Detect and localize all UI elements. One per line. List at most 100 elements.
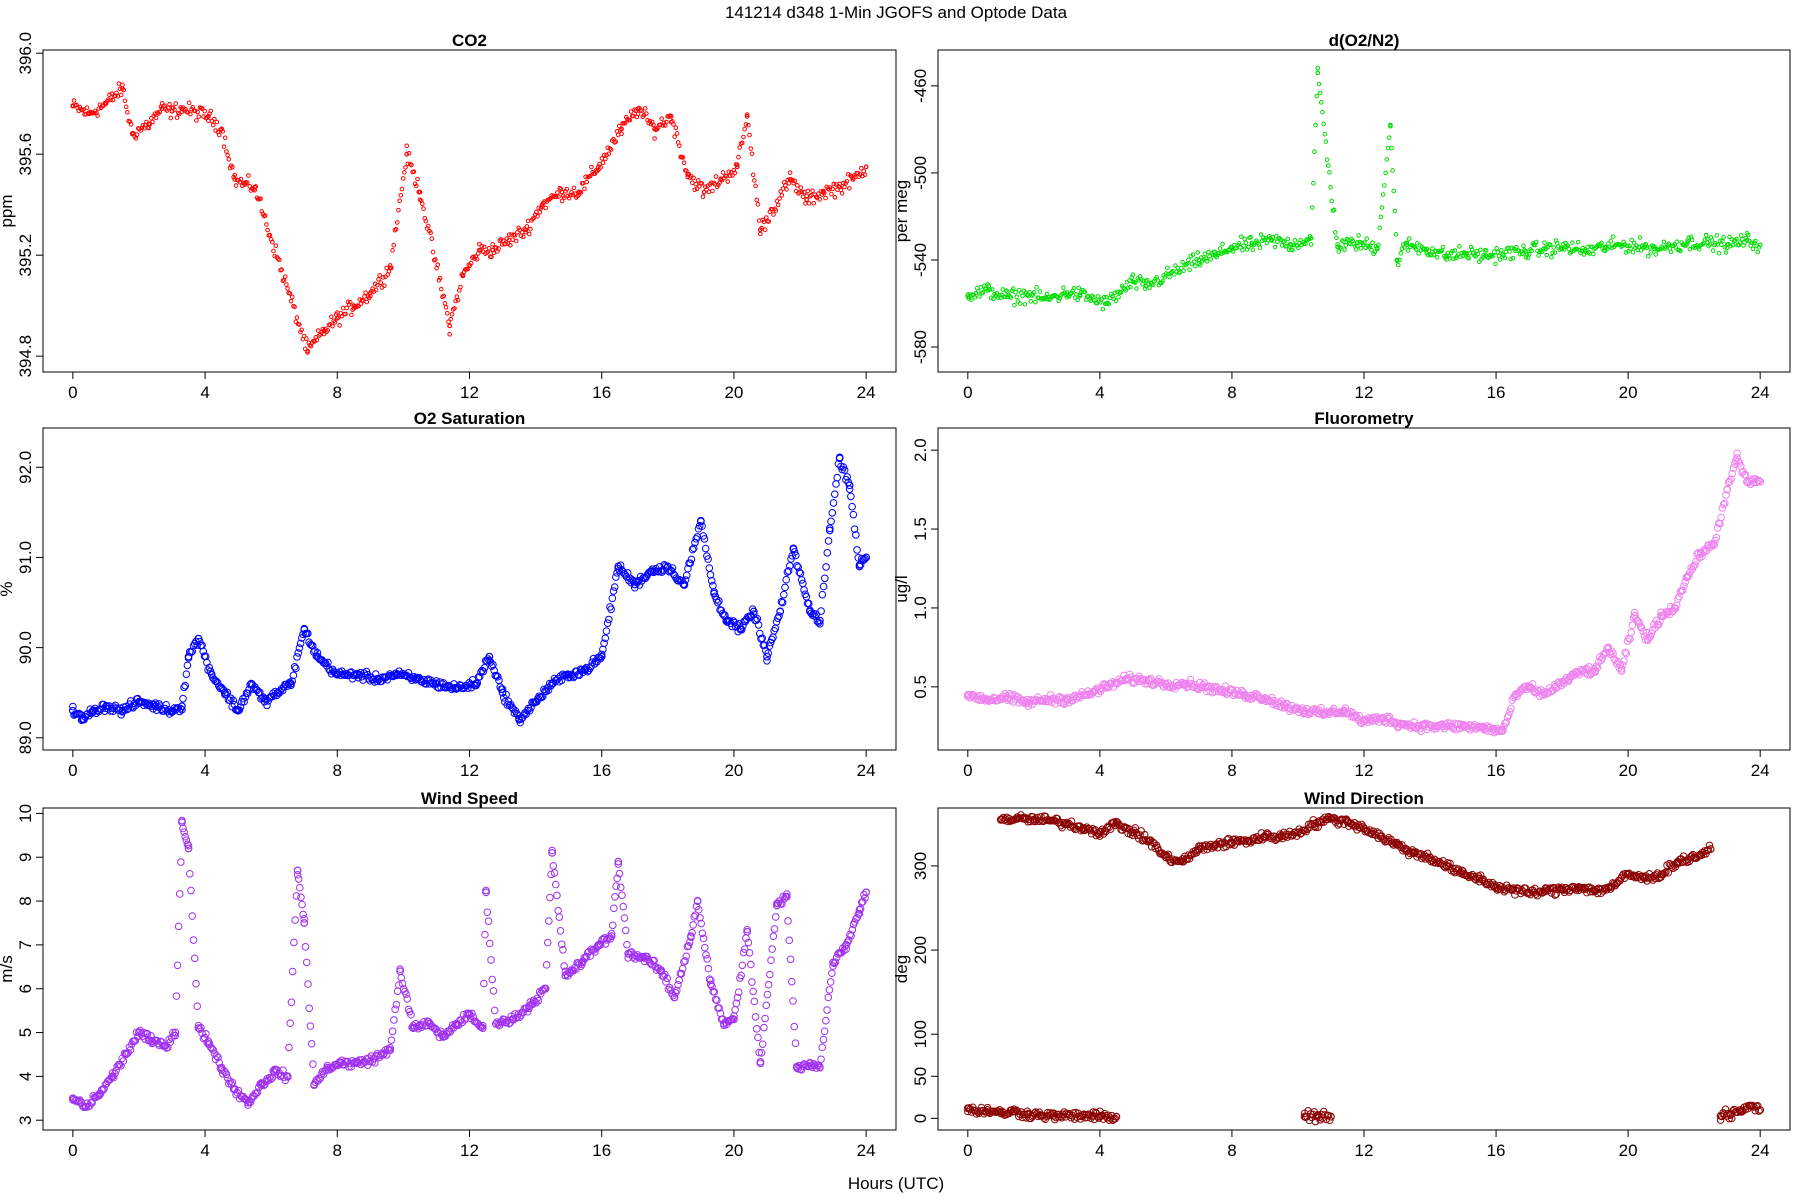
data-point xyxy=(790,1022,799,1031)
data-point xyxy=(1666,241,1671,246)
data-point xyxy=(789,544,798,553)
data-point xyxy=(1162,679,1170,688)
data-point xyxy=(479,243,485,249)
data-point xyxy=(1075,297,1080,303)
data-point xyxy=(1180,259,1185,265)
data-point xyxy=(817,607,825,615)
data-point xyxy=(1680,582,1688,590)
data-point xyxy=(1703,232,1709,238)
data-point xyxy=(1096,1107,1104,1116)
data-point xyxy=(168,115,174,121)
data-point xyxy=(1311,180,1316,186)
data-point xyxy=(288,967,297,976)
panel-title: O2 Saturation xyxy=(414,409,525,428)
data-point xyxy=(1228,838,1236,847)
data-point xyxy=(658,122,663,127)
x-tick-label: 16 xyxy=(592,1141,611,1160)
data-point xyxy=(478,1021,487,1030)
data-point xyxy=(1609,245,1615,251)
data-point xyxy=(556,927,565,935)
data-point xyxy=(1423,849,1432,858)
data-point xyxy=(182,670,191,678)
data-point xyxy=(225,696,234,704)
data-point xyxy=(364,299,370,305)
data-point xyxy=(523,229,528,235)
data-point xyxy=(1199,681,1207,689)
data-point xyxy=(610,904,618,913)
data-point xyxy=(688,928,696,937)
data-point xyxy=(287,291,293,296)
data-point xyxy=(262,213,268,218)
data-point xyxy=(1037,289,1043,294)
data-point xyxy=(373,1049,381,1058)
data-point xyxy=(822,563,830,571)
data-point xyxy=(713,174,719,179)
data-point xyxy=(840,466,849,474)
data-point xyxy=(829,499,838,507)
x-tick-label: 8 xyxy=(333,383,342,402)
data-point xyxy=(222,1070,231,1079)
data-point xyxy=(612,573,620,581)
data-point xyxy=(257,1081,266,1090)
data-point xyxy=(105,97,111,102)
data-point xyxy=(1383,835,1392,844)
plot-frame xyxy=(937,49,1791,373)
data-point xyxy=(855,562,864,571)
x-tick-label: 24 xyxy=(1751,1141,1770,1160)
data-point xyxy=(862,172,868,178)
data-point xyxy=(194,634,203,643)
data-point xyxy=(1602,244,1608,250)
data-point xyxy=(1690,853,1699,862)
data-point xyxy=(973,1107,982,1116)
data-point xyxy=(232,172,238,178)
data-point xyxy=(972,295,978,300)
data-point xyxy=(194,1021,203,1030)
data-point xyxy=(1409,849,1418,858)
data-point xyxy=(282,274,288,279)
data-point xyxy=(173,101,179,106)
data-point xyxy=(1473,254,1478,259)
data-point xyxy=(488,975,497,984)
data-point xyxy=(833,473,842,482)
data-point xyxy=(1292,237,1298,243)
data-point xyxy=(1749,240,1755,246)
data-point xyxy=(1509,245,1515,251)
data-point xyxy=(492,1019,500,1028)
data-point xyxy=(1559,246,1565,252)
data-point xyxy=(754,197,760,203)
data-point xyxy=(1678,586,1687,595)
data-point xyxy=(706,189,712,195)
data-point xyxy=(1257,245,1263,250)
data-point xyxy=(1498,727,1507,735)
data-point xyxy=(746,122,751,128)
data-point xyxy=(486,245,492,251)
data-point xyxy=(1313,1111,1322,1120)
data-point xyxy=(798,185,804,190)
data-point xyxy=(682,952,691,961)
data-point xyxy=(404,151,410,157)
data-point xyxy=(1429,252,1434,257)
data-point xyxy=(1122,675,1131,683)
data-point xyxy=(1426,853,1434,862)
y-tick-label: 91.0 xyxy=(16,541,35,574)
x-tick-label: 8 xyxy=(1227,1141,1236,1160)
data-point xyxy=(604,152,609,158)
data-point xyxy=(584,179,590,185)
data-point xyxy=(627,117,633,123)
data-point xyxy=(441,293,447,299)
data-point xyxy=(772,901,781,910)
data-point xyxy=(673,125,679,130)
data-point xyxy=(120,82,125,88)
data-point xyxy=(1550,250,1555,256)
y-tick-label: 1.5 xyxy=(911,517,930,541)
data-point xyxy=(1394,257,1400,263)
data-point xyxy=(277,257,282,263)
x-tick-label: 20 xyxy=(724,383,743,402)
data-point xyxy=(183,661,192,670)
data-point xyxy=(375,282,380,288)
data-point xyxy=(1591,887,1600,896)
data-point xyxy=(240,697,248,706)
data-point xyxy=(570,963,579,972)
data-point xyxy=(1167,274,1172,280)
